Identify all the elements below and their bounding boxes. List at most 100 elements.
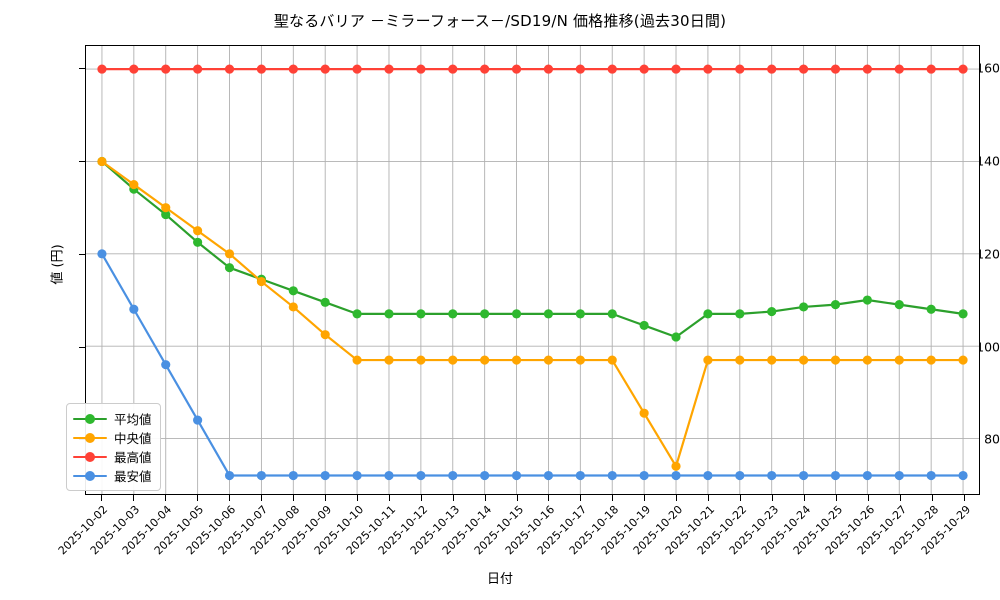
data-point — [958, 470, 968, 481]
x-tick-mark — [196, 495, 198, 501]
data-point — [161, 209, 171, 220]
data-point — [384, 64, 394, 74]
data-point — [703, 64, 713, 74]
data-point — [384, 309, 394, 319]
legend-item-3[interactable]: 最高値 — [73, 447, 152, 466]
x-tick-mark — [612, 495, 614, 501]
data-point — [448, 309, 458, 319]
series-1 — [97, 156, 968, 342]
data-point — [735, 309, 745, 319]
data-point — [448, 64, 458, 74]
x-axis-title: 日付 — [486, 572, 513, 587]
data-point — [448, 355, 458, 365]
data-point — [511, 64, 522, 74]
x-tick-mark — [932, 495, 934, 501]
data-point — [830, 470, 841, 481]
data-point — [575, 309, 585, 319]
data-point — [639, 470, 649, 481]
x-tick-mark — [228, 495, 230, 501]
x-tick-mark — [772, 495, 774, 501]
x-tick-mark — [484, 495, 486, 501]
legend-item-4[interactable]: 最安値 — [73, 466, 152, 485]
data-point — [129, 179, 139, 190]
data-point — [288, 64, 298, 74]
data-point — [703, 470, 713, 481]
chart-title: 聖なるバリア －ミラーフォース－/SD19/N 価格推移(過去30日間) — [273, 12, 727, 30]
data-point — [161, 64, 171, 74]
data-point — [862, 64, 872, 74]
x-tick-mark — [676, 495, 678, 501]
data-point — [575, 355, 585, 365]
data-point — [224, 263, 235, 273]
data-point — [352, 355, 362, 365]
x-tick-mark — [580, 495, 582, 501]
x-tick-mark — [420, 495, 422, 501]
legend-label: 最安値 — [114, 469, 152, 484]
data-point — [767, 306, 777, 317]
data-point — [958, 64, 968, 74]
data-point — [639, 64, 649, 74]
x-tick-mark — [804, 495, 806, 501]
x-tick-mark — [388, 495, 390, 501]
data-point — [607, 64, 617, 74]
y-tick-label: 160 — [976, 60, 1000, 76]
y-tick-label: 120 — [976, 246, 1000, 262]
data-point — [416, 470, 426, 481]
data-point — [511, 355, 522, 365]
data-point — [352, 470, 362, 481]
data-point — [830, 300, 841, 310]
x-tick-mark — [868, 495, 870, 501]
x-tick-mark — [644, 495, 646, 501]
legend-label: 中央値 — [114, 431, 152, 446]
data-point — [607, 470, 617, 481]
data-point — [894, 355, 904, 365]
x-tick-mark — [836, 495, 838, 501]
x-tick-mark — [260, 495, 262, 501]
data-point — [480, 64, 490, 74]
data-point — [639, 408, 649, 418]
data-point — [416, 64, 426, 74]
data-point — [384, 470, 394, 481]
data-point — [767, 355, 777, 365]
data-point — [256, 64, 267, 74]
chart-legend: 平均値中央値 最高値最安値 — [66, 403, 161, 491]
data-point — [480, 470, 490, 481]
x-tick-mark — [516, 495, 518, 501]
data-point — [862, 470, 872, 481]
data-point — [193, 64, 203, 74]
data-point — [671, 64, 681, 74]
y-tick-label: 80 — [984, 431, 1000, 447]
data-point — [193, 415, 203, 425]
data-point — [894, 470, 904, 481]
data-point — [480, 355, 490, 365]
legend-swatch-icon — [73, 432, 107, 444]
legend-item-2[interactable]: 中央値 — [73, 428, 152, 447]
x-tick-mark — [292, 495, 294, 501]
data-point — [735, 355, 745, 365]
data-point — [97, 249, 107, 259]
x-tick-mark — [356, 495, 358, 501]
x-tick-mark — [100, 495, 102, 501]
y-tick-mark — [79, 346, 85, 348]
series-2 — [97, 156, 968, 471]
data-point — [480, 309, 490, 319]
data-point — [862, 295, 872, 305]
data-point — [926, 64, 936, 74]
y-tick-label: 140 — [976, 153, 1000, 169]
data-point — [97, 156, 107, 167]
data-point — [958, 309, 968, 319]
data-point — [320, 330, 330, 340]
legend-swatch-icon — [73, 470, 107, 482]
legend-item-1[interactable]: 平均値 — [73, 409, 152, 428]
data-point — [543, 309, 554, 319]
data-point — [926, 304, 936, 314]
data-point — [224, 249, 235, 259]
data-point — [161, 360, 171, 370]
data-point — [384, 355, 394, 365]
data-point — [958, 355, 968, 365]
data-point — [639, 320, 649, 331]
x-tick-mark — [132, 495, 134, 501]
data-point — [671, 470, 681, 481]
y-tick-mark — [79, 253, 85, 255]
